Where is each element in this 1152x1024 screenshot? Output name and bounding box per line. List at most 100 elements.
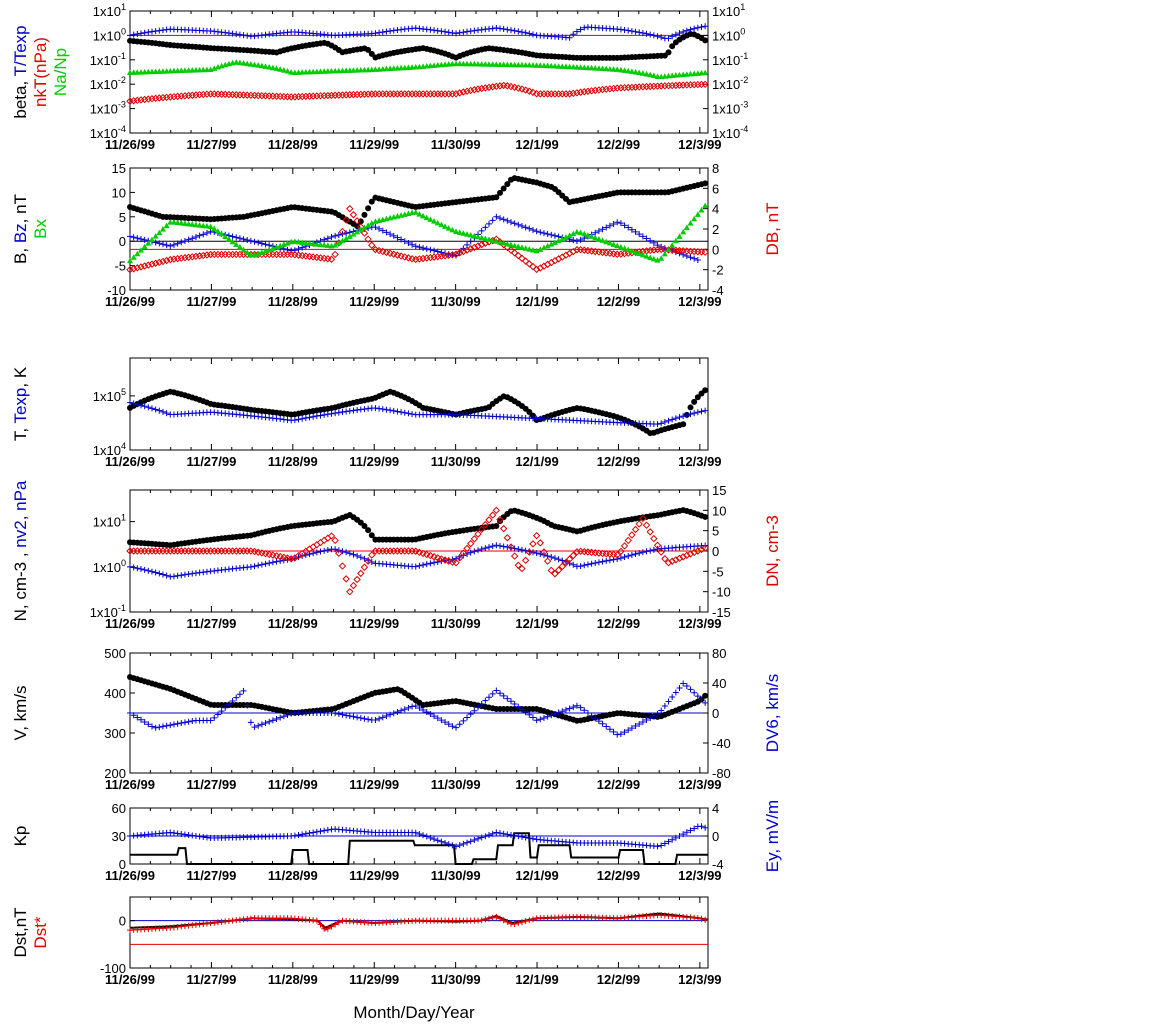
data-point bbox=[460, 230, 467, 236]
data-point bbox=[675, 554, 684, 563]
data-point bbox=[570, 704, 577, 711]
data-point bbox=[317, 828, 324, 835]
data-point bbox=[350, 713, 357, 720]
data-point bbox=[657, 548, 665, 556]
tick-label: 1x10-3 bbox=[712, 100, 748, 117]
data-point bbox=[658, 707, 665, 714]
data-point bbox=[152, 233, 159, 239]
data-point bbox=[592, 559, 599, 566]
data-point bbox=[372, 30, 379, 37]
data-point bbox=[598, 85, 607, 94]
data-point bbox=[338, 227, 347, 236]
data-point bbox=[477, 240, 486, 249]
x-tick-label: 11/28/99 bbox=[268, 137, 318, 152]
data-point bbox=[163, 222, 170, 229]
data-point bbox=[376, 405, 383, 412]
data-point bbox=[134, 250, 141, 257]
series-t bbox=[127, 387, 709, 437]
data-point bbox=[478, 834, 485, 841]
data-point bbox=[474, 85, 482, 93]
data-point bbox=[129, 265, 138, 273]
panel-p7: 11/26/99 11/27/99 11/28/99 11/29/99 11/30/99… bbox=[11, 896, 722, 987]
series-n bbox=[127, 507, 709, 549]
data-point bbox=[360, 563, 369, 571]
data-point bbox=[185, 571, 192, 578]
data-point bbox=[438, 717, 445, 724]
data-point bbox=[631, 525, 640, 534]
data-point bbox=[680, 680, 687, 687]
data-point bbox=[456, 721, 463, 728]
data-point bbox=[291, 832, 298, 839]
data-point bbox=[650, 72, 657, 79]
data-point bbox=[636, 29, 643, 36]
data-point bbox=[595, 236, 602, 242]
data-point bbox=[398, 409, 405, 416]
data-point bbox=[497, 690, 504, 697]
y-axis-label: Na/Np bbox=[51, 48, 70, 96]
data-point bbox=[244, 237, 251, 244]
data-point bbox=[625, 27, 632, 34]
data-point bbox=[493, 829, 500, 836]
data-point bbox=[266, 63, 273, 70]
data-point bbox=[492, 506, 501, 515]
data-point bbox=[581, 64, 588, 70]
data-point bbox=[376, 715, 383, 722]
data-point bbox=[207, 223, 214, 229]
data-point bbox=[449, 226, 456, 233]
data-point bbox=[214, 228, 221, 234]
data-point bbox=[577, 563, 584, 570]
data-point bbox=[493, 213, 500, 220]
data-point bbox=[427, 560, 434, 567]
data-point bbox=[497, 189, 504, 196]
data-point bbox=[445, 29, 452, 36]
data-point bbox=[288, 710, 295, 717]
data-point bbox=[324, 534, 332, 542]
data-point bbox=[584, 710, 591, 716]
series-nktnpa bbox=[126, 80, 709, 105]
data-point bbox=[463, 87, 471, 95]
x-tick-label: 11/27/99 bbox=[186, 972, 236, 987]
data-point bbox=[529, 88, 537, 97]
data-point bbox=[299, 239, 306, 245]
data-point bbox=[445, 841, 452, 848]
data-point bbox=[540, 714, 547, 721]
data-point bbox=[442, 719, 449, 726]
data-point bbox=[654, 421, 661, 428]
data-point bbox=[650, 546, 657, 553]
tick-label: 1x100 bbox=[712, 26, 745, 43]
data-point bbox=[434, 837, 441, 844]
data-point bbox=[701, 248, 709, 256]
data-point bbox=[606, 222, 613, 229]
data-point bbox=[137, 96, 145, 104]
data-point bbox=[661, 840, 668, 847]
data-point bbox=[368, 241, 376, 249]
data-point bbox=[526, 835, 533, 842]
data-point bbox=[478, 546, 485, 553]
data-point bbox=[588, 64, 595, 71]
tick-label: 1x101 bbox=[712, 2, 745, 19]
data-point bbox=[423, 561, 430, 568]
tick-label: -4 bbox=[712, 857, 724, 872]
data-point bbox=[448, 251, 457, 259]
data-point bbox=[423, 709, 430, 716]
data-point bbox=[551, 63, 558, 69]
data-point bbox=[478, 701, 485, 707]
data-point bbox=[647, 547, 654, 554]
data-point bbox=[423, 833, 430, 840]
data-point bbox=[665, 417, 672, 424]
data-point bbox=[277, 714, 284, 721]
data-point bbox=[587, 87, 596, 95]
data-point bbox=[127, 399, 133, 406]
data-point bbox=[647, 714, 654, 721]
data-point bbox=[437, 555, 446, 563]
series-nanp bbox=[127, 59, 709, 80]
data-point bbox=[628, 551, 635, 558]
data-point bbox=[137, 566, 144, 573]
data-point bbox=[321, 827, 328, 834]
data-point bbox=[617, 731, 624, 738]
data-point bbox=[647, 71, 654, 78]
y-axis-label: Bx bbox=[31, 219, 50, 239]
data-point bbox=[415, 255, 424, 263]
data-point bbox=[181, 571, 188, 578]
data-point bbox=[493, 194, 500, 201]
